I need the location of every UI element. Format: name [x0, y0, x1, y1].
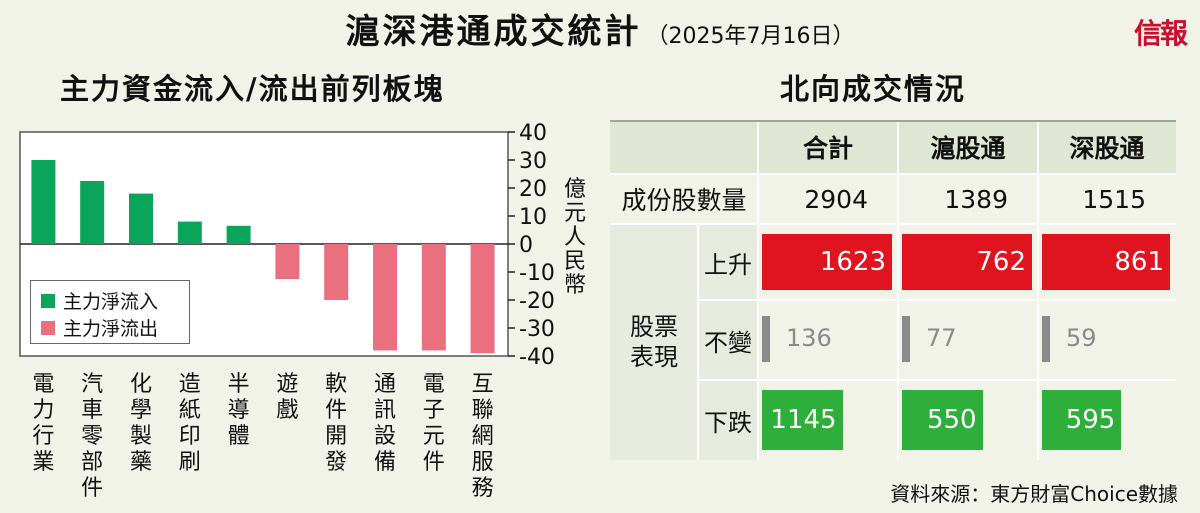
- bar-8: [373, 244, 397, 351]
- source-note: 資料來源：東方財富Choice數據: [890, 482, 1178, 506]
- bar-up: 762: [902, 234, 1032, 290]
- bar-1: [31, 160, 56, 244]
- y-tick-label: 40: [519, 121, 547, 146]
- y-tick-label: -10: [519, 261, 555, 286]
- category-label: 通訊設備: [373, 372, 396, 475]
- y-tick-label: -30: [519, 317, 555, 342]
- bar-2: [80, 181, 105, 244]
- bar-down: 1145: [762, 390, 843, 450]
- row-label: 上升: [704, 250, 752, 279]
- grid-vline: [897, 120, 899, 460]
- legend-item-inflow: 主力淨流入: [41, 287, 158, 314]
- chart-title-block: 滬深港通成交統計 （2025年7月16日）: [0, 4, 1200, 53]
- legend-swatch-outflow: [41, 320, 55, 335]
- column-header: 深股通: [1069, 134, 1145, 163]
- unchanged-marker: [902, 316, 910, 362]
- date-label: （2025年7月16日）: [646, 24, 855, 49]
- grid-hline: [698, 299, 1176, 301]
- category-label: 遊戲: [276, 372, 299, 423]
- unchanged-value: 59: [1066, 324, 1097, 352]
- constituents-label: 成份股數量: [621, 186, 747, 215]
- bar-5: [226, 225, 251, 244]
- bar-6: [275, 244, 300, 279]
- left-chart-subtitle: 主力資金流入/流出前列板塊: [60, 72, 445, 106]
- table-header-row: [610, 120, 1176, 174]
- category-label: 半導體: [227, 372, 250, 449]
- unchanged-value: 136: [786, 324, 832, 352]
- grid-vline: [757, 120, 759, 460]
- grid-vline: [697, 224, 699, 460]
- table-top-border: [610, 120, 1176, 122]
- unchanged-marker: [1042, 316, 1050, 362]
- brand-logo: 信報: [1133, 17, 1188, 50]
- y-tick-label: 10: [519, 205, 547, 230]
- grid-vline: [1037, 120, 1039, 460]
- row-label: 下跌: [704, 408, 752, 437]
- column-header: 滬股通: [930, 134, 1006, 163]
- grid-hline: [698, 379, 1176, 381]
- category-label: 汽車零部件: [81, 372, 104, 501]
- bar-up: 1623: [762, 234, 892, 290]
- bar-9: [421, 244, 446, 351]
- bar-4: [177, 221, 202, 244]
- legend-swatch-inflow: [41, 293, 55, 308]
- category-label: 化學製藥: [129, 372, 152, 475]
- category-label: 電力行業: [32, 372, 55, 475]
- constituents-value: 1389: [944, 184, 1008, 214]
- y-tick-label: 30: [519, 149, 547, 174]
- column-header: 合計: [802, 134, 853, 163]
- category-label: 軟件開發: [325, 372, 348, 475]
- bar-3: [129, 193, 153, 244]
- y-tick-label: 20: [519, 177, 547, 202]
- chart-legend: 主力淨流入 主力淨流出: [30, 280, 190, 344]
- page-title: 滬深港通成交統計: [345, 12, 642, 52]
- y-axis-unit-label: 億元人民幣: [563, 177, 586, 298]
- y-tick-label: -20: [519, 289, 555, 314]
- category-label: 電子元件: [422, 372, 445, 475]
- unchanged-marker: [762, 316, 770, 362]
- bar-up: 861: [1042, 234, 1170, 290]
- y-tick-label: 0: [519, 233, 533, 258]
- unchanged-value: 77: [926, 324, 957, 352]
- bar-down: 595: [1042, 390, 1122, 450]
- bar-down: 550: [902, 390, 983, 450]
- legend-label-outflow: 主力淨流出: [63, 318, 159, 340]
- grid-hline: [610, 223, 1176, 225]
- constituents-value: 2904: [804, 184, 868, 214]
- bar-10: [470, 244, 495, 354]
- legend-item-outflow: 主力淨流出: [41, 314, 158, 341]
- performance-group-label: 股票 表現: [630, 313, 678, 371]
- grid-hline: [610, 173, 1176, 175]
- legend-label-inflow: 主力淨流入: [63, 291, 159, 313]
- northbound-table: 合計 滬股通 深股通成份股數量 2904 1389 1515 股票 表現 上升 1623 762 86…: [610, 120, 1176, 460]
- constituents-value: 1515: [1082, 184, 1146, 214]
- right-table-subtitle: 北向成交情況: [780, 72, 967, 106]
- bar-7: [324, 244, 349, 300]
- category-label: 造紙印刷: [178, 372, 201, 475]
- performance-group-bg: [610, 224, 758, 460]
- category-label: 互聯網服務: [471, 372, 494, 501]
- y-tick-label: -40: [519, 345, 555, 370]
- row-label: 不變: [704, 328, 752, 357]
